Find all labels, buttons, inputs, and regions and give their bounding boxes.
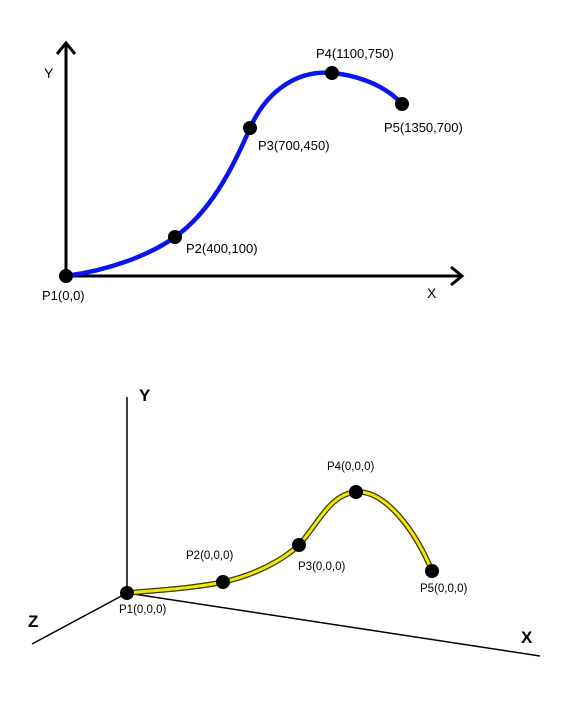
bottom-z-axis-label: Z — [28, 612, 38, 631]
bottom-spline-curve-outline — [124, 489, 435, 596]
bottom-point-label-p5: P5(0,0,0) — [420, 583, 467, 595]
bottom-point-label-p3: P3(0,0,0) — [298, 561, 345, 573]
bottom-point-p2 — [216, 575, 230, 589]
bottom-point-p5 — [425, 564, 439, 578]
top-diagram: Y X P1(0,0) P2(400,100) P3(700,450) P4(1… — [42, 40, 465, 303]
top-x-arrowhead — [450, 265, 465, 287]
bottom-point-label-p1: P1(0,0,0) — [119, 604, 166, 616]
bottom-diagram: Y X Z P1(0,0,0) P2(0,0,0) P3(0,0,0) P4(0… — [28, 386, 541, 657]
bottom-y-axis-label: Y — [139, 386, 151, 405]
top-x-axis-label: X — [427, 285, 437, 301]
bottom-x-axis — [126, 592, 541, 657]
top-y-arrowhead — [55, 40, 77, 55]
top-point-label-p3: P3(700,450) — [258, 138, 330, 153]
top-point-label-p5: P5(1350,700) — [384, 120, 463, 135]
bottom-point-p1 — [120, 586, 134, 600]
top-point-p1 — [59, 269, 73, 283]
top-point-label-p2: P2(400,100) — [186, 241, 258, 256]
top-point-label-p1: P1(0,0) — [42, 288, 85, 303]
bottom-point-p4 — [349, 485, 363, 499]
top-point-p5 — [395, 97, 409, 111]
top-point-p3 — [243, 121, 257, 135]
bottom-z-axis — [31, 592, 128, 645]
top-point-p4 — [325, 66, 339, 80]
top-point-label-p4: P4(1100,750) — [316, 46, 394, 61]
bottom-point-p3 — [292, 538, 306, 552]
bottom-point-label-p2: P2(0,0,0) — [186, 550, 233, 562]
bottom-x-axis-label: X — [521, 628, 533, 647]
top-y-axis-label: Y — [44, 65, 54, 81]
bottom-point-label-p4: P4(0,0,0) — [327, 461, 374, 473]
top-point-p2 — [168, 230, 182, 244]
